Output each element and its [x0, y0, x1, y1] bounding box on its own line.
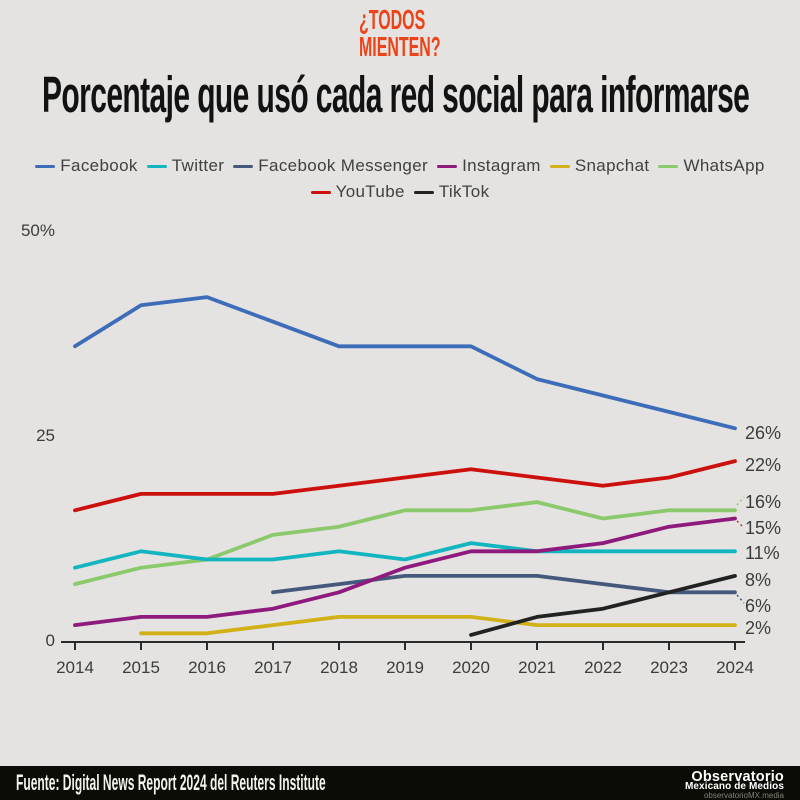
svg-text:26%: 26%	[745, 423, 781, 443]
svg-text:22%: 22%	[745, 455, 781, 475]
svg-text:16%: 16%	[745, 492, 781, 512]
svg-text:2024: 2024	[716, 658, 754, 677]
svg-text:15%: 15%	[745, 518, 781, 538]
svg-text:0: 0	[46, 631, 55, 650]
svg-text:2016: 2016	[188, 658, 226, 677]
svg-text:2017: 2017	[254, 658, 292, 677]
svg-text:2014: 2014	[56, 658, 94, 677]
svg-text:2020: 2020	[452, 658, 490, 677]
svg-text:2%: 2%	[745, 618, 771, 638]
svg-text:2023: 2023	[650, 658, 688, 677]
svg-text:2019: 2019	[386, 658, 424, 677]
svg-text:50%: 50%	[21, 221, 55, 240]
svg-text:2022: 2022	[584, 658, 622, 677]
svg-text:2018: 2018	[320, 658, 358, 677]
svg-text:25: 25	[36, 426, 55, 445]
svg-text:6%: 6%	[745, 596, 771, 616]
svg-text:11%: 11%	[745, 543, 780, 563]
svg-text:8%: 8%	[745, 570, 771, 590]
svg-text:2021: 2021	[518, 658, 556, 677]
svg-text:2015: 2015	[122, 658, 160, 677]
